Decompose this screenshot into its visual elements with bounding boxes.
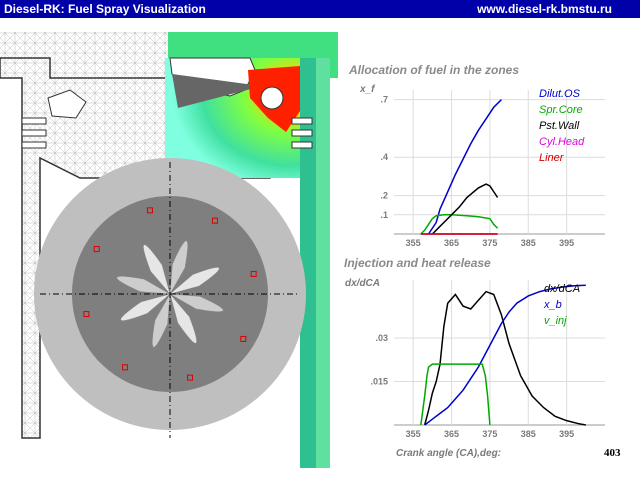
spray-tip-marker	[250, 270, 257, 277]
title-bar: Diesel-RK: Fuel Spray Visualization www.…	[0, 0, 640, 18]
piston-ring-1	[21, 117, 47, 125]
spray-jet	[116, 276, 171, 295]
chart2-legend: dx/dCA x_b v_inj	[543, 283, 580, 327]
spray-jet	[143, 244, 171, 295]
x-tick-label: 355	[406, 429, 421, 439]
y-tick-label: .03	[375, 333, 388, 343]
spray-tip-marker	[93, 246, 100, 253]
spray-tip-marker	[211, 217, 218, 224]
valve-pocket	[47, 89, 87, 119]
legend-entry: dx/dCA	[544, 283, 580, 295]
legend-entry: Liner	[539, 152, 565, 164]
x-tick-label: 355	[406, 238, 421, 248]
series-line-spr-core	[420, 214, 499, 235]
chart1-grid	[394, 90, 605, 234]
spray-jets	[116, 240, 224, 348]
series-line-dilut-os	[427, 99, 502, 235]
fuel-spray-plume	[172, 74, 262, 108]
x-tick-label: 395	[559, 429, 574, 439]
series-line-v-inj	[420, 363, 491, 426]
piston-ring-right-3	[291, 141, 313, 149]
chart2-xlabel: Crank angle (CA),deg:	[396, 448, 501, 459]
engine-cross-section	[0, 32, 338, 468]
spray-tip-marker	[146, 207, 153, 214]
visualization-canvas: Allocation of fuel in the zones x_f 355 3…	[0, 32, 621, 468]
chart2-series	[420, 284, 586, 426]
piston-ring-right-1	[291, 117, 313, 125]
chart1-ticks: 355 365 375 385 395 .1 .2 .4 .7	[380, 95, 574, 248]
x-tick-label: 365	[444, 238, 459, 248]
app-title: Diesel-RK: Fuel Spray Visualization	[4, 2, 206, 16]
heat-release-chart: Injection and heat release dx/dCA 355 365…	[344, 256, 605, 459]
chart2-ylabel: dx/dCA	[345, 278, 380, 289]
spray-jet	[169, 240, 188, 295]
spray-tip-marker	[240, 335, 247, 342]
chart1-title: Allocation of fuel in the zones	[348, 63, 519, 77]
chart1-series	[420, 99, 502, 235]
chart1-ylabel: x_f	[359, 84, 376, 95]
x-tick-label: 375	[482, 429, 497, 439]
liner-outer-wall	[316, 58, 330, 468]
app-url: www.diesel-rk.bmstu.ru	[477, 2, 612, 16]
x-tick-label: 385	[521, 238, 536, 248]
chart1-legend: Dilut.OS Spr.Core Pst.Wall Cyl.Head Liner	[539, 88, 585, 164]
injector-nozzle	[260, 86, 284, 110]
current-angle-readout: 403	[604, 447, 621, 459]
series-line-dx-dca	[423, 290, 586, 426]
y-tick-label: .2	[380, 191, 388, 201]
x-tick-label: 395	[559, 238, 574, 248]
x-tick-label: 375	[482, 238, 497, 248]
cylinder-liner	[300, 58, 318, 468]
spray-tip-marker	[83, 311, 90, 318]
legend-entry: Cyl.Head	[539, 136, 585, 148]
spray-jet	[169, 293, 224, 312]
series-line-pst-wall	[431, 183, 499, 235]
y-tick-label: .1	[380, 210, 388, 220]
spray-jet	[169, 293, 197, 344]
piston-bowl-view	[34, 158, 306, 438]
chart2-ticks: 355 365 375 385 395 .015 .03	[370, 333, 574, 439]
legend-entry: Pst.Wall	[539, 120, 580, 132]
y-tick-label: .7	[380, 95, 388, 105]
y-tick-label: .4	[380, 152, 388, 162]
x-tick-label: 365	[444, 429, 459, 439]
piston-ring-right-2	[291, 129, 313, 137]
spray-jet	[152, 293, 171, 348]
legend-entry: v_inj	[544, 315, 567, 327]
spray-tip-marker	[122, 364, 129, 371]
legend-entry: Dilut.OS	[539, 88, 581, 100]
chart2-title: Injection and heat release	[344, 256, 491, 270]
series-line-x-b	[424, 284, 586, 426]
spray-tip-marker	[187, 374, 194, 381]
y-tick-label: .015	[370, 377, 388, 387]
chart2-grid	[394, 280, 605, 425]
spray-jet	[169, 267, 220, 295]
legend-entry: x_b	[543, 299, 562, 311]
legend-entry: Spr.Core	[539, 104, 583, 116]
x-tick-label: 385	[521, 429, 536, 439]
fuel-allocation-chart: Allocation of fuel in the zones x_f 355 3…	[348, 63, 605, 248]
spray-jet	[120, 293, 171, 321]
piston-ring-3	[21, 141, 47, 149]
spray-markers	[83, 207, 257, 381]
piston-ring-2	[21, 129, 47, 137]
